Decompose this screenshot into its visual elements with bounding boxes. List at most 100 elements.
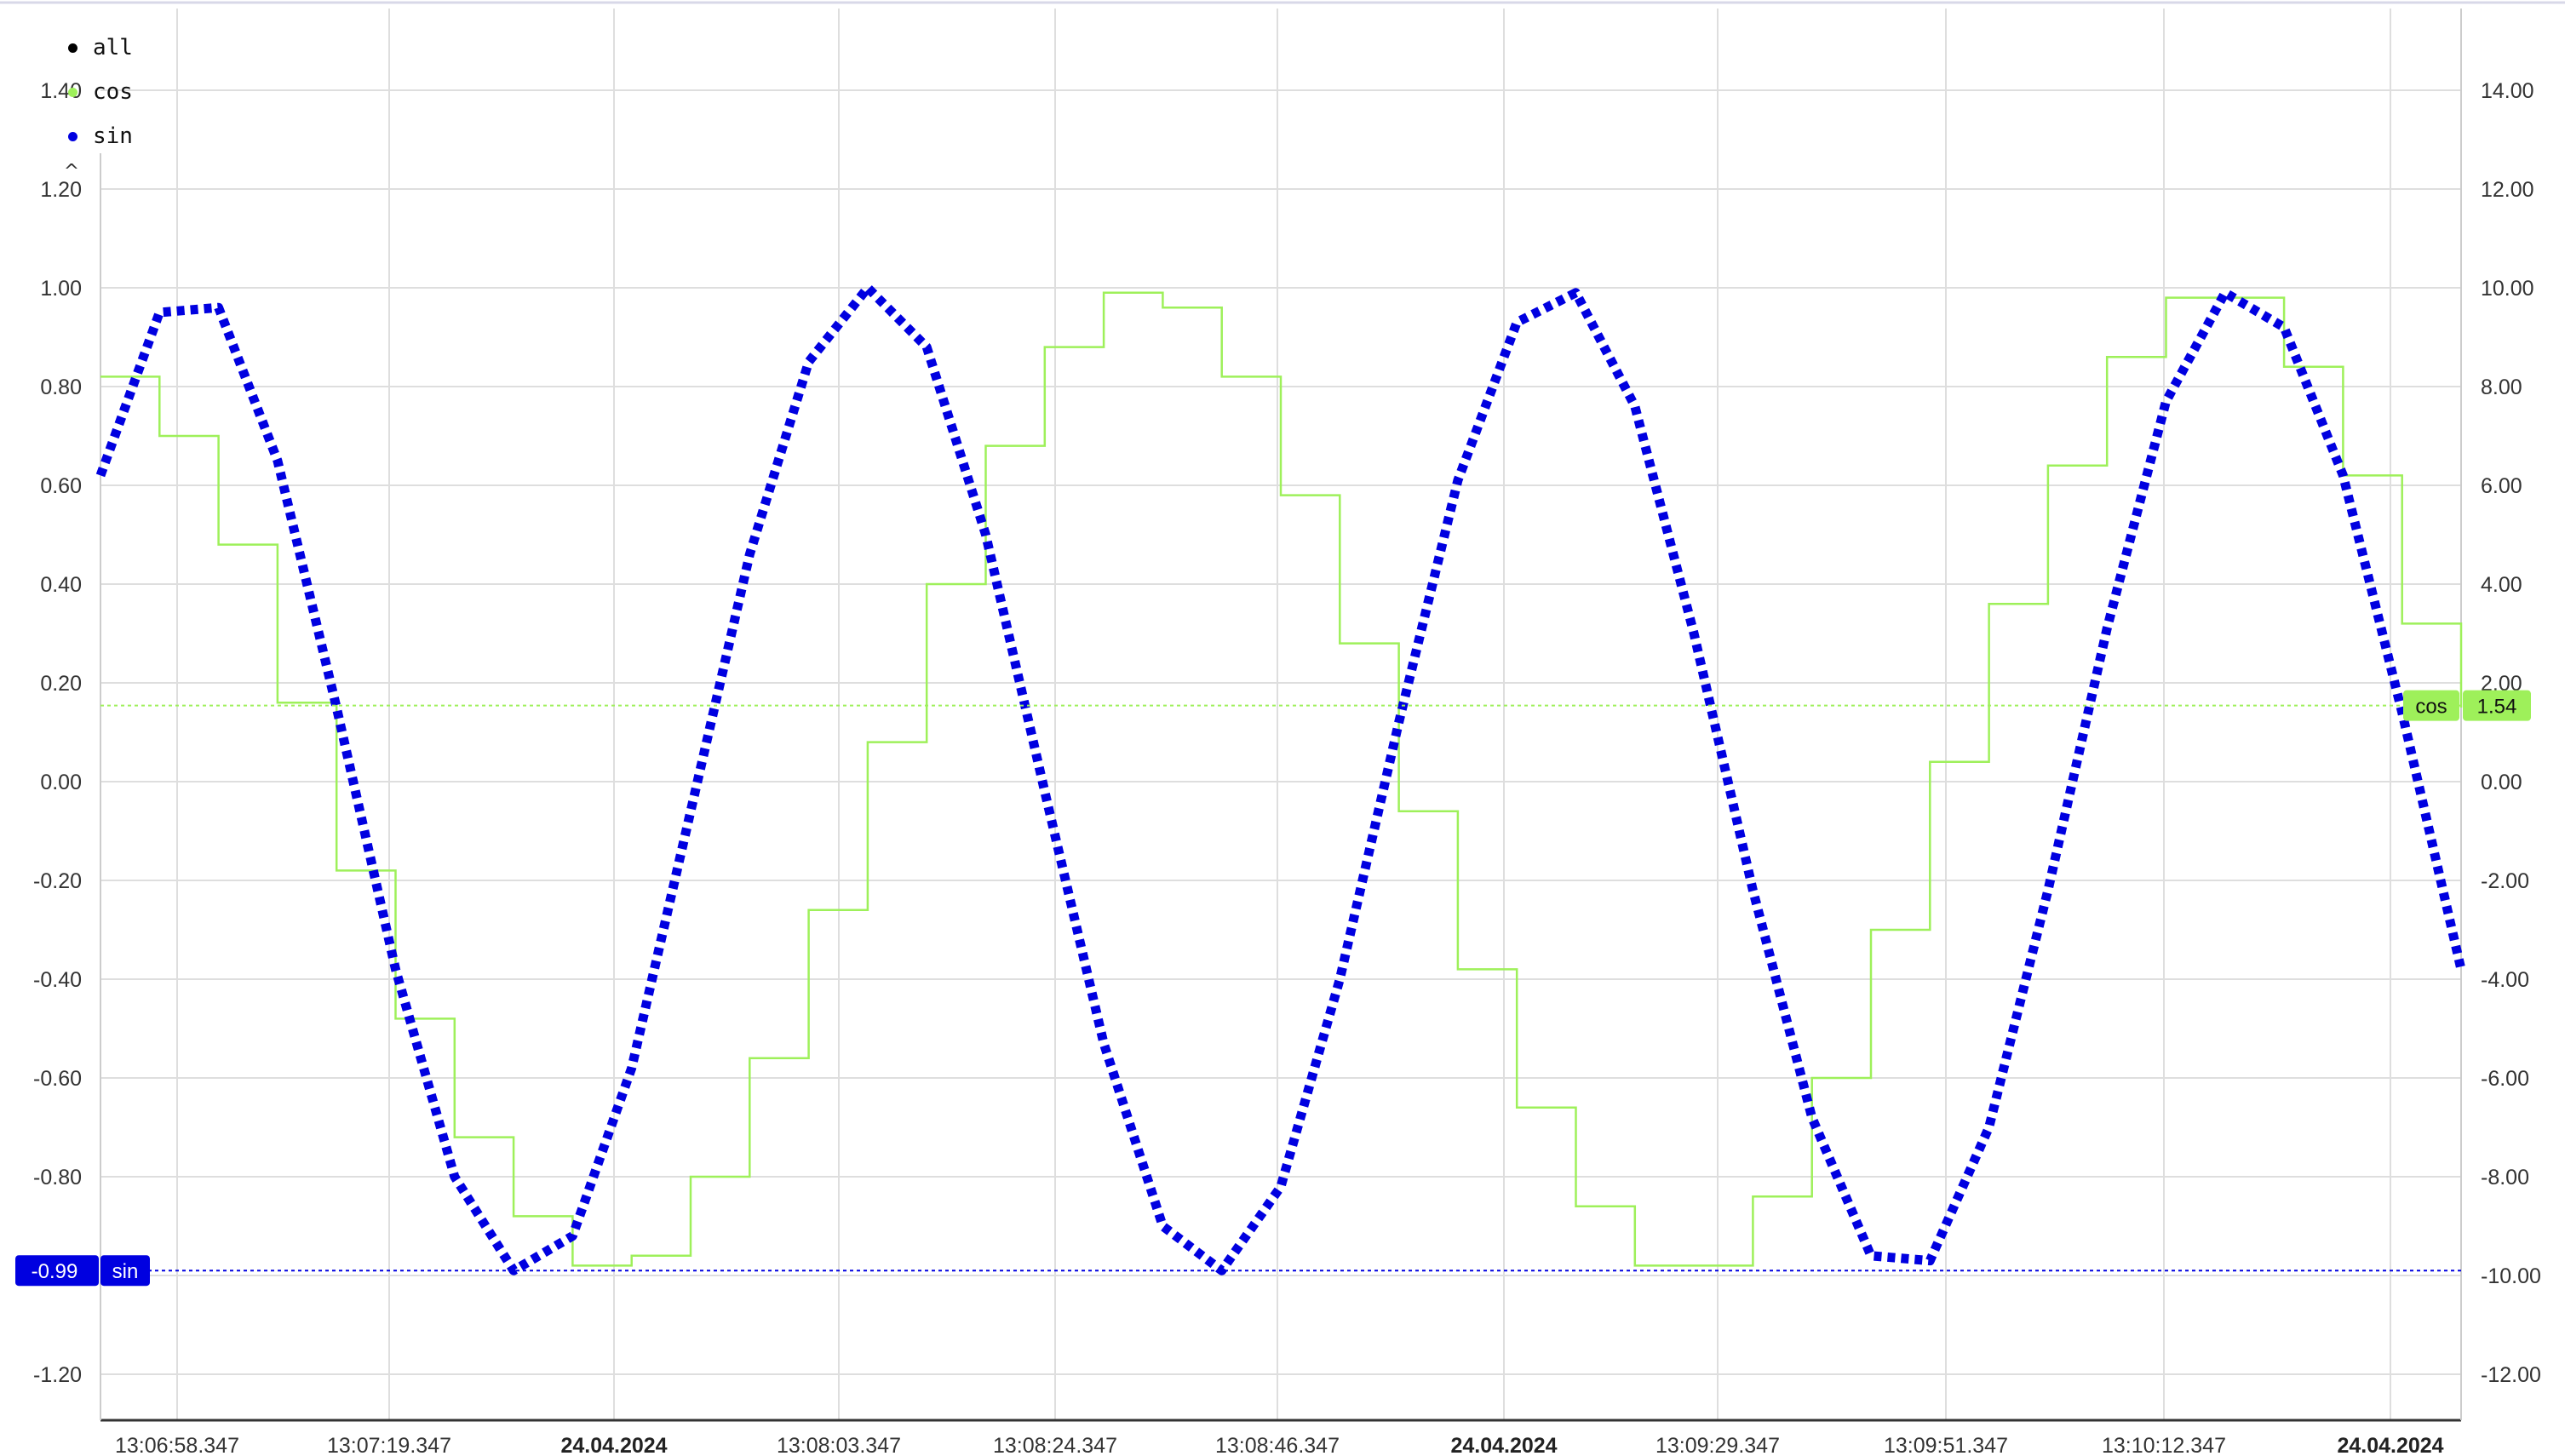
data-point-cos: [1930, 761, 1931, 762]
legend-label-cos: cos: [93, 79, 133, 105]
cos-value-badge: [2463, 690, 2531, 721]
data-point-sin: [218, 307, 219, 308]
data-point-sin: [631, 1068, 632, 1069]
data-point-sin: [1162, 1226, 1163, 1227]
left-axis: 1.401.201.000.800.600.400.200.00-0.20-0.…: [33, 79, 82, 1387]
data-point-cos: [808, 909, 809, 910]
data-point-cos: [631, 1255, 632, 1256]
right-tick-label: -10.00: [2481, 1264, 2541, 1288]
data-point-sin: [1221, 1270, 1222, 1271]
sin-value-badge: [15, 1255, 99, 1287]
data-point-cos: [1634, 1265, 1635, 1266]
x-tick-label: 13:09:29.347: [1655, 1434, 1780, 1456]
legend-item-sin[interactable]: sin: [68, 114, 133, 158]
data-point-cos: [159, 436, 160, 437]
x-tick-label: 24.04.2024: [2337, 1434, 2443, 1456]
x-tick-label: 13:08:24.347: [993, 1434, 1117, 1456]
right-tick-label: -2.00: [2481, 869, 2529, 893]
data-point-cos: [1694, 1265, 1695, 1266]
data-point-sin: [159, 312, 160, 313]
left-tick-label: 1.00: [40, 277, 82, 301]
legend-dot-sin: [68, 131, 77, 141]
data-point-sin: [2461, 969, 2462, 970]
legend-label-sin: sin: [93, 123, 133, 149]
right-tick-label: 12.00: [2481, 178, 2534, 202]
data-point-cos: [454, 1137, 455, 1138]
x-tick-label: 13:09:51.347: [1884, 1434, 2008, 1456]
data-point-cos: [395, 1018, 396, 1019]
x-axis: 13:06:58.347 13:07:19.347 24.04.2024 13:08:…: [115, 1434, 2444, 1456]
data-point-cos: [1575, 1206, 1576, 1207]
data-point-cos: [336, 870, 337, 871]
data-point-sin: [2343, 475, 2344, 476]
left-tick-label: 0.00: [40, 771, 82, 794]
scroll-up-icon[interactable]: ^: [64, 161, 79, 182]
left-tick-label: 0.20: [40, 672, 82, 696]
cos-name-badge: [2403, 690, 2459, 721]
left-tick-label: -0.20: [33, 869, 82, 893]
data-point-cos: [1871, 930, 1872, 931]
x-tick-label: 13:10:12.347: [2102, 1434, 2226, 1456]
data-point-sin: [1930, 1260, 1931, 1261]
right-tick-label: 8.00: [2481, 375, 2522, 399]
data-point-sin: [1044, 791, 1045, 792]
value-badges: cos 1.54 -0.99 sin: [15, 690, 2531, 1287]
sin-value-badge-text: -0.99: [32, 1260, 78, 1283]
series-layer: [95, 283, 2466, 1275]
right-axis: 14.0012.0010.008.006.004.002.000.00-2.00…: [2481, 79, 2541, 1387]
data-point-sin: [1811, 1117, 1812, 1118]
data-point-sin: [749, 554, 750, 555]
data-point-sin: [2284, 327, 2285, 328]
data-point-cos: [1811, 1078, 1812, 1079]
data-point-sin: [572, 1235, 573, 1236]
legend-dot-all: [68, 43, 77, 53]
data-point-cos: [277, 702, 278, 703]
data-point-cos: [2107, 357, 2108, 358]
data-point-cos: [1221, 376, 1222, 377]
data-point-sin: [2047, 890, 2048, 891]
left-tick-label: -0.60: [33, 1067, 82, 1091]
x-tick-label: 13:08:03.347: [777, 1434, 901, 1456]
left-tick-label: 0.40: [40, 573, 82, 597]
x-tick-label: 13:06:58.347: [115, 1434, 239, 1456]
data-point-sin: [985, 535, 986, 536]
legend-label-all: all: [93, 35, 133, 60]
right-tick-label: 0.00: [2481, 771, 2522, 794]
data-point-cos: [985, 445, 986, 446]
data-point-sin: [1398, 722, 1399, 723]
data-point-sin: [808, 362, 809, 363]
right-tick-label: 14.00: [2481, 79, 2534, 103]
right-tick-label: -4.00: [2481, 968, 2529, 992]
data-point-cos: [1457, 969, 1458, 970]
sin-name-badge: [100, 1255, 150, 1287]
sin-name-badge-text: sin: [112, 1260, 139, 1283]
data-point-sin: [1694, 633, 1695, 634]
data-point-cos: [572, 1265, 573, 1266]
x-tick-label: 13:07:19.347: [327, 1434, 451, 1456]
legend-item-all[interactable]: all: [68, 26, 133, 70]
data-point-sin: [1104, 1043, 1105, 1044]
legend-item-cos[interactable]: cos: [68, 70, 133, 114]
series-line-cos: [100, 291, 2463, 1267]
data-point-sin: [1871, 1255, 1872, 1256]
data-point-sin: [1281, 1186, 1282, 1187]
legend: all cos sin: [68, 26, 133, 158]
right-tick-label: 4.00: [2481, 573, 2522, 597]
right-tick-label: 6.00: [2481, 474, 2522, 498]
data-point-sin: [1457, 480, 1458, 481]
data-point-cos: [1281, 495, 1282, 496]
data-point-cos: [1162, 307, 1163, 308]
right-tick-label: 10.00: [2481, 277, 2534, 301]
x-tick-label: 13:08:46.347: [1215, 1434, 1340, 1456]
data-point-cos: [218, 544, 219, 545]
data-point-sin: [1634, 406, 1635, 407]
data-point-cos: [100, 376, 101, 377]
data-point-sin: [2401, 712, 2402, 713]
cos-value-badge-text: 1.54: [2477, 696, 2517, 719]
cos-name-badge-text: cos: [2415, 696, 2447, 719]
right-tick-label: -8.00: [2481, 1166, 2529, 1189]
data-point-sin: [1988, 1127, 1989, 1128]
data-point-cos: [1104, 292, 1105, 293]
